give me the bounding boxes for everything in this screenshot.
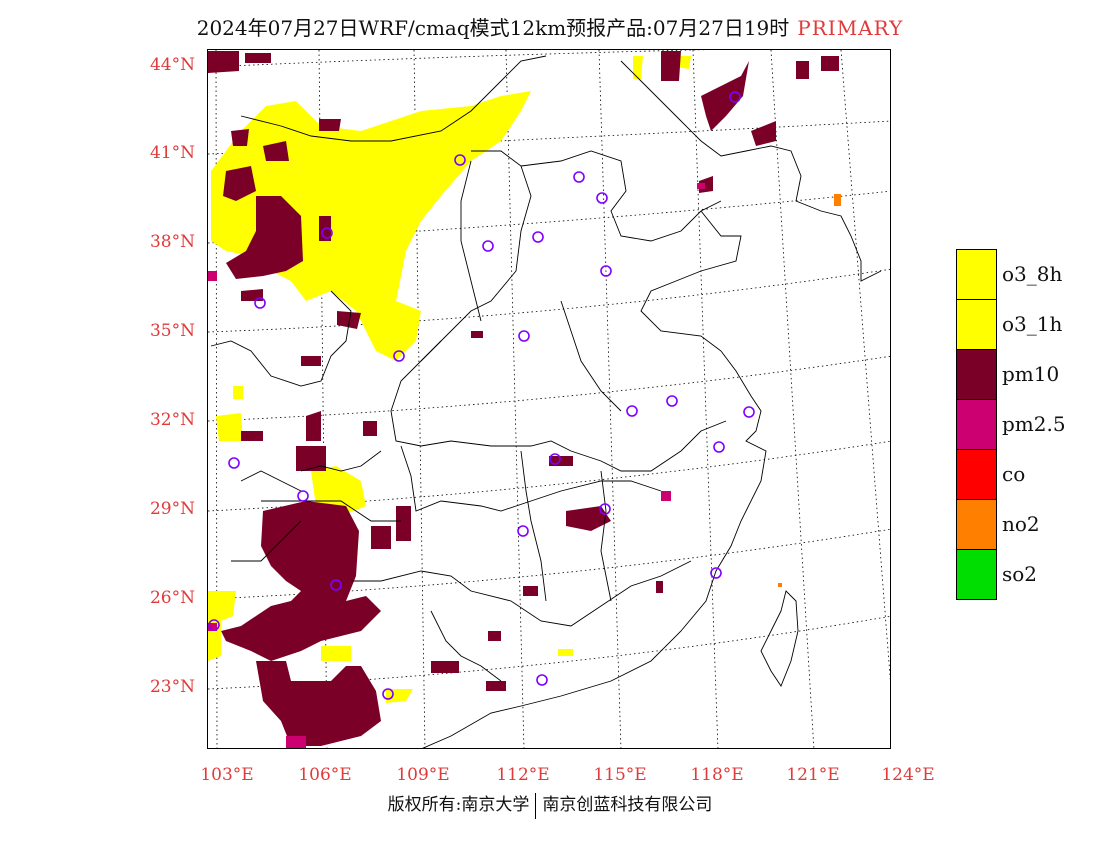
lat-label-23: 23°N (149, 677, 195, 697)
legend-swatch (956, 249, 997, 300)
legend-item-co: co (956, 449, 1096, 500)
footer-left: 版权所有:南京大学 (387, 795, 530, 815)
legend-swatch (956, 399, 997, 450)
lon-label-112: 112°E (496, 765, 550, 785)
map-canvas (208, 50, 890, 748)
map-area[interactable] (207, 49, 891, 749)
lat-label-44: 44°N (149, 55, 195, 75)
legend-label: no2 (1002, 512, 1040, 536)
lon-label-118: 118°E (690, 765, 744, 785)
legend-swatch (956, 349, 997, 400)
legend-swatch (956, 549, 997, 600)
legend-swatch (956, 499, 997, 550)
footer-separator (535, 792, 537, 819)
lon-label-121: 121°E (786, 765, 840, 785)
lat-label-35: 35°N (149, 321, 195, 341)
no2-areas (778, 194, 841, 587)
lon-label-109: 109°E (396, 765, 450, 785)
boundaries (210, 55, 882, 748)
footer: 版权所有:南京大学 南京创蓝科技有限公司 (0, 790, 1100, 819)
lat-label-32: 32°N (149, 410, 195, 430)
lon-label-103: 103°E (200, 765, 254, 785)
legend-item-so2: so2 (956, 549, 1096, 600)
city-markers (208, 91, 755, 700)
lon-label-106: 106°E (298, 765, 352, 785)
lat-label-26: 26°N (149, 588, 195, 608)
pm25-areas (208, 183, 705, 748)
legend-label: o3_1h (1002, 312, 1063, 336)
lon-label-124: 124°E (881, 765, 935, 785)
legend-item-no2: no2 (956, 499, 1096, 550)
legend-item-o3-8h: o3_8h (956, 249, 1096, 300)
legend-item-pm10: pm10 (956, 349, 1096, 400)
legend-swatch (956, 299, 997, 350)
legend-label: o3_8h (1002, 262, 1063, 286)
legend-item-o3-1h: o3_1h (956, 299, 1096, 350)
lon-label-115: 115°E (593, 765, 647, 785)
primary-tag: PRIMARY (797, 16, 904, 40)
legend-label: co (1002, 462, 1026, 486)
map-title-main: 2024年07月27日WRF/cmaq模式12km预报产品:07月27日19时 (196, 16, 790, 40)
lat-label-29: 29°N (149, 499, 195, 519)
pm10-areas (208, 51, 839, 746)
legend-label: so2 (1002, 562, 1038, 586)
legend-label: pm10 (1002, 362, 1060, 386)
legend-label: pm2.5 (1002, 412, 1066, 436)
map-title: 2024年07月27日WRF/cmaq模式12km预报产品:07月27日19时 P… (0, 12, 1100, 41)
legend-swatch (956, 449, 997, 500)
lat-label-38: 38°N (149, 232, 195, 252)
graticule-lon (215, 50, 890, 748)
legend-item-pm2-5: pm2.5 (956, 399, 1096, 450)
lat-label-41: 41°N (149, 143, 195, 163)
footer-right: 南京创蓝科技有限公司 (542, 795, 713, 815)
